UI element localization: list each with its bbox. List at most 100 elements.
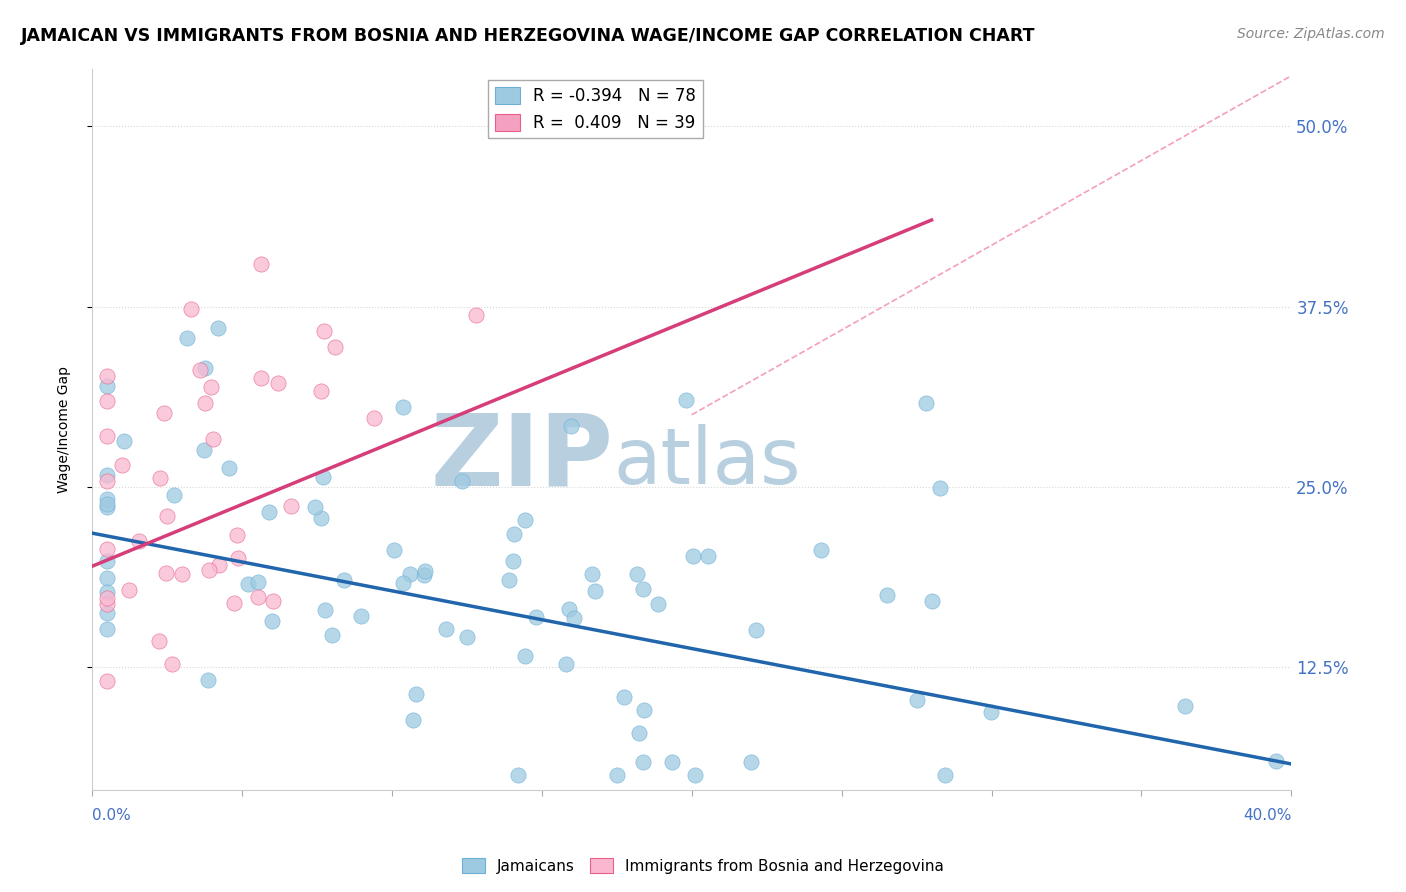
Point [583, 584, 606, 599]
Point [197, 673, 219, 688]
Point [153, 406, 176, 420]
Point [503, 527, 526, 541]
Point [606, 768, 628, 782]
Point [250, 257, 273, 271]
Point [149, 471, 172, 485]
Point [314, 324, 336, 338]
Legend: Jamaicans, Immigrants from Bosnia and Herzegovina: Jamaicans, Immigrants from Bosnia and He… [456, 852, 950, 880]
Point [810, 542, 832, 557]
Point [558, 602, 581, 616]
Point [398, 566, 420, 581]
Text: JAMAICAN VS IMMIGRANTS FROM BOSNIA AND HERZEGOVINA WAGE/INCOME GAP CORRELATION C: JAMAICAN VS IMMIGRANTS FROM BOSNIA AND H… [21, 27, 1036, 45]
Point [263, 593, 285, 607]
Point [225, 527, 247, 541]
Point [314, 603, 336, 617]
Point [627, 725, 650, 739]
Point [647, 597, 669, 611]
Point [675, 393, 697, 408]
Point [915, 396, 938, 410]
Point [172, 567, 194, 582]
Point [96, 491, 118, 506]
Point [202, 432, 225, 446]
Point [207, 558, 229, 572]
Y-axis label: Wage/Income Gap: Wage/Income Gap [58, 366, 72, 492]
Point [96, 369, 118, 384]
Point [633, 703, 655, 717]
Point [236, 576, 259, 591]
Text: 40.0%: 40.0% [1243, 808, 1291, 823]
Point [176, 331, 198, 345]
Point [259, 506, 281, 520]
Point [266, 376, 288, 390]
Point [304, 500, 326, 515]
Point [148, 633, 170, 648]
Point [112, 434, 135, 448]
Point [402, 714, 425, 728]
Point [111, 458, 134, 473]
Point [218, 460, 240, 475]
Point [117, 583, 139, 598]
Point [451, 475, 474, 489]
Point [260, 614, 283, 628]
Point [194, 396, 217, 410]
Point [1174, 698, 1197, 713]
Point [876, 588, 898, 602]
Point [661, 755, 683, 769]
Text: Source: ZipAtlas.com: Source: ZipAtlas.com [1237, 27, 1385, 41]
Point [321, 628, 343, 642]
Point [309, 384, 332, 399]
Point [323, 340, 346, 354]
Point [207, 321, 229, 335]
Point [979, 705, 1001, 719]
Text: ZIP: ZIP [430, 409, 613, 507]
Point [247, 590, 270, 604]
Point [163, 488, 186, 502]
Point [193, 442, 215, 457]
Point [929, 481, 952, 495]
Point [312, 470, 335, 484]
Point [392, 575, 415, 590]
Point [456, 630, 478, 644]
Point [96, 394, 118, 409]
Point [554, 657, 576, 671]
Point [498, 573, 520, 587]
Point [188, 363, 211, 377]
Point [434, 622, 457, 636]
Point [309, 510, 332, 524]
Point [524, 609, 547, 624]
Point [562, 610, 585, 624]
Point [560, 418, 582, 433]
Point [96, 584, 118, 599]
Point [280, 499, 302, 513]
Point [156, 509, 179, 524]
Point [413, 564, 436, 578]
Point [128, 533, 150, 548]
Point [682, 549, 704, 563]
Point [740, 755, 762, 769]
Point [465, 308, 488, 322]
Point [683, 768, 706, 782]
Point [631, 582, 654, 596]
Point [246, 575, 269, 590]
Point [502, 554, 524, 568]
Point [921, 594, 943, 608]
Point [200, 380, 222, 394]
Point [405, 687, 427, 701]
Point [905, 692, 928, 706]
Point [626, 567, 648, 582]
Point [96, 607, 118, 621]
Point [96, 429, 118, 443]
Point [96, 622, 118, 636]
Point [96, 500, 118, 514]
Point [363, 410, 385, 425]
Point [1265, 754, 1288, 768]
Point [96, 467, 118, 482]
Point [96, 379, 118, 393]
Point [96, 591, 118, 605]
Point [581, 566, 603, 581]
Point [198, 563, 221, 577]
Text: atlas: atlas [613, 424, 801, 500]
Point [506, 768, 529, 782]
Point [613, 690, 636, 704]
Point [96, 597, 118, 611]
